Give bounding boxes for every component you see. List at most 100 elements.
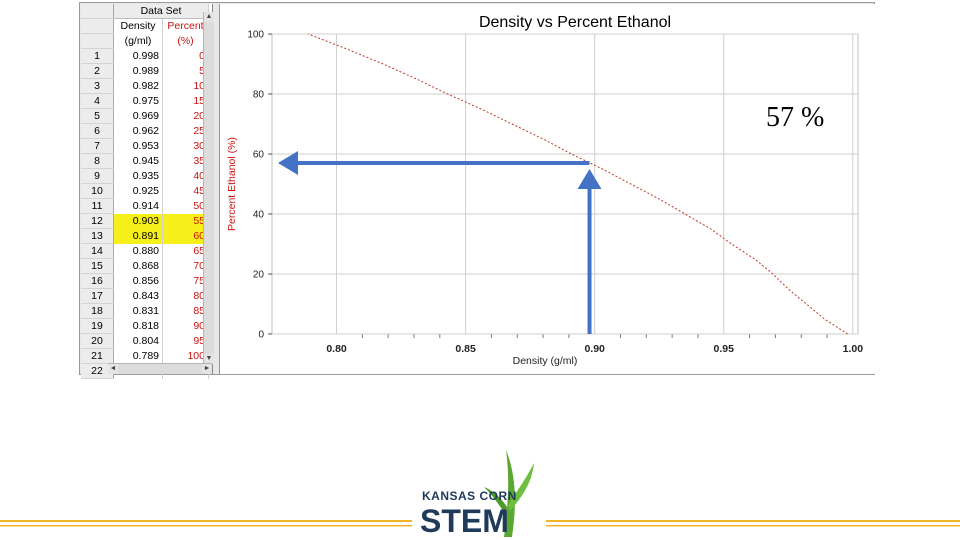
- row-number[interactable]: 21: [81, 348, 114, 364]
- row-number[interactable]: 12: [81, 213, 114, 229]
- density-cell[interactable]: 0.989: [113, 63, 163, 79]
- table-row[interactable]: 10.9980: [81, 48, 209, 64]
- density-column-header[interactable]: Density: [113, 18, 163, 34]
- y-tick-label: 40: [253, 210, 265, 221]
- density-cell[interactable]: 0.982: [113, 78, 163, 94]
- table-row[interactable]: 20 0.804 95: [81, 333, 209, 349]
- table-row[interactable]: 10 0.925 45: [81, 183, 209, 199]
- table-row[interactable]: 5 0.969 20: [81, 108, 209, 124]
- density-cell[interactable]: 0.962: [113, 123, 163, 139]
- percent-cell[interactable]: 60: [162, 228, 209, 244]
- scroll-down-icon[interactable]: ▼: [204, 354, 214, 364]
- row-number[interactable]: 19: [81, 318, 114, 334]
- row-number[interactable]: 15: [81, 258, 114, 274]
- row-number[interactable]: 9: [81, 168, 114, 184]
- density-cell[interactable]: 0.903: [113, 213, 163, 229]
- row-number[interactable]: 6: [81, 123, 114, 139]
- row-number[interactable]: 18: [81, 303, 114, 319]
- percent-column-header[interactable]: (%): [162, 33, 209, 49]
- density-cell[interactable]: 0.856: [113, 273, 163, 289]
- density-cell[interactable]: 0.935: [113, 168, 163, 184]
- percent-cell[interactable]: 20: [162, 108, 209, 124]
- table-row[interactable]: 16 0.856 75: [81, 273, 209, 289]
- percent-cell[interactable]: 65: [162, 243, 209, 259]
- row-number[interactable]: 5: [81, 108, 114, 124]
- row-number[interactable]: 22: [81, 363, 114, 379]
- table-row[interactable]: 8 0.945 35: [81, 153, 209, 169]
- data-set-table: Data SetDensityPercent(g/ml)(%)10.998020…: [81, 4, 209, 379]
- density-cell[interactable]: 0.891: [113, 228, 163, 244]
- density-column-header[interactable]: (g/ml): [113, 33, 163, 49]
- table-row[interactable]: 13 0.891 60: [81, 228, 209, 244]
- density-cell[interactable]: 0.789: [113, 348, 163, 364]
- x-tick-label: 0.95: [714, 343, 735, 355]
- percent-cell[interactable]: 55: [162, 213, 209, 229]
- table-row[interactable]: 21 0.789 100: [81, 348, 209, 364]
- density-cell[interactable]: 0.945: [113, 153, 163, 169]
- percent-cell[interactable]: 80: [162, 288, 209, 304]
- percent-cell[interactable]: 10: [162, 78, 209, 94]
- density-cell[interactable]: 0.914: [113, 198, 163, 214]
- table-vertical-scrollbar[interactable]: ▲ ▼: [203, 12, 214, 364]
- table-row[interactable]: 14 0.880 65: [81, 243, 209, 259]
- row-number[interactable]: 16: [81, 273, 114, 289]
- density-cell[interactable]: 0.953: [113, 138, 163, 154]
- scroll-right-icon[interactable]: ►: [202, 364, 212, 374]
- table-horizontal-scrollbar[interactable]: ◄ ►: [108, 363, 212, 374]
- row-number[interactable]: 13: [81, 228, 114, 244]
- percent-cell[interactable]: 70: [162, 258, 209, 274]
- table-row[interactable]: 7 0.953 30: [81, 138, 209, 154]
- percent-cell[interactable]: 25: [162, 123, 209, 139]
- scroll-left-icon[interactable]: ◄: [108, 364, 118, 374]
- percent-cell[interactable]: 45: [162, 183, 209, 199]
- table-row[interactable]: 19 0.818 90: [81, 318, 209, 334]
- density-cell[interactable]: 0.975: [113, 93, 163, 109]
- row-number[interactable]: 7: [81, 138, 114, 154]
- logo-stem-text: STEM: [420, 503, 509, 537]
- row-number[interactable]: 2: [81, 63, 114, 79]
- percent-cell[interactable]: 100: [162, 348, 209, 364]
- row-number[interactable]: 20: [81, 333, 114, 349]
- density-cell[interactable]: 0.998: [113, 48, 163, 64]
- row-number[interactable]: 11: [81, 198, 114, 214]
- percent-cell[interactable]: 30: [162, 138, 209, 154]
- table-row[interactable]: 12 0.903 55: [81, 213, 209, 229]
- density-cell[interactable]: 0.804: [113, 333, 163, 349]
- row-number[interactable]: 8: [81, 153, 114, 169]
- percent-column-header[interactable]: Percent: [162, 18, 209, 34]
- row-number[interactable]: 1: [81, 48, 114, 64]
- table-row[interactable]: 9 0.935 40: [81, 168, 209, 184]
- table-row[interactable]: 18 0.831 85: [81, 303, 209, 319]
- table-row[interactable]: 11 0.914 50: [81, 198, 209, 214]
- density-cell[interactable]: 0.868: [113, 258, 163, 274]
- table-row[interactable]: 20.9895: [81, 63, 209, 79]
- percent-cell[interactable]: 5: [162, 63, 209, 79]
- row-number[interactable]: 17: [81, 288, 114, 304]
- table-row[interactable]: 4 0.975 15: [81, 93, 209, 109]
- row-number[interactable]: 14: [81, 243, 114, 259]
- row-number[interactable]: 3: [81, 78, 114, 94]
- table-row[interactable]: 15 0.868 70: [81, 258, 209, 274]
- density-cell[interactable]: 0.818: [113, 318, 163, 334]
- density-cell[interactable]: 0.969: [113, 108, 163, 124]
- percent-cell[interactable]: 85: [162, 303, 209, 319]
- table-row[interactable]: 3 0.982 10: [81, 78, 209, 94]
- percent-cell[interactable]: 95: [162, 333, 209, 349]
- density-cell[interactable]: 0.925: [113, 183, 163, 199]
- percent-cell[interactable]: 0: [162, 48, 209, 64]
- percent-cell[interactable]: 50: [162, 198, 209, 214]
- footer-divider-lines: [0, 520, 960, 527]
- percent-cell[interactable]: 90: [162, 318, 209, 334]
- scroll-up-icon[interactable]: ▲: [204, 12, 214, 22]
- density-cell[interactable]: 0.831: [113, 303, 163, 319]
- row-number[interactable]: 10: [81, 183, 114, 199]
- table-row[interactable]: 17 0.843 80: [81, 288, 209, 304]
- percent-cell[interactable]: 40: [162, 168, 209, 184]
- table-row[interactable]: 6 0.962 25: [81, 123, 209, 139]
- density-cell[interactable]: 0.843: [113, 288, 163, 304]
- percent-cell[interactable]: 35: [162, 153, 209, 169]
- percent-cell[interactable]: 75: [162, 273, 209, 289]
- percent-cell[interactable]: 15: [162, 93, 209, 109]
- row-number[interactable]: 4: [81, 93, 114, 109]
- density-cell[interactable]: 0.880: [113, 243, 163, 259]
